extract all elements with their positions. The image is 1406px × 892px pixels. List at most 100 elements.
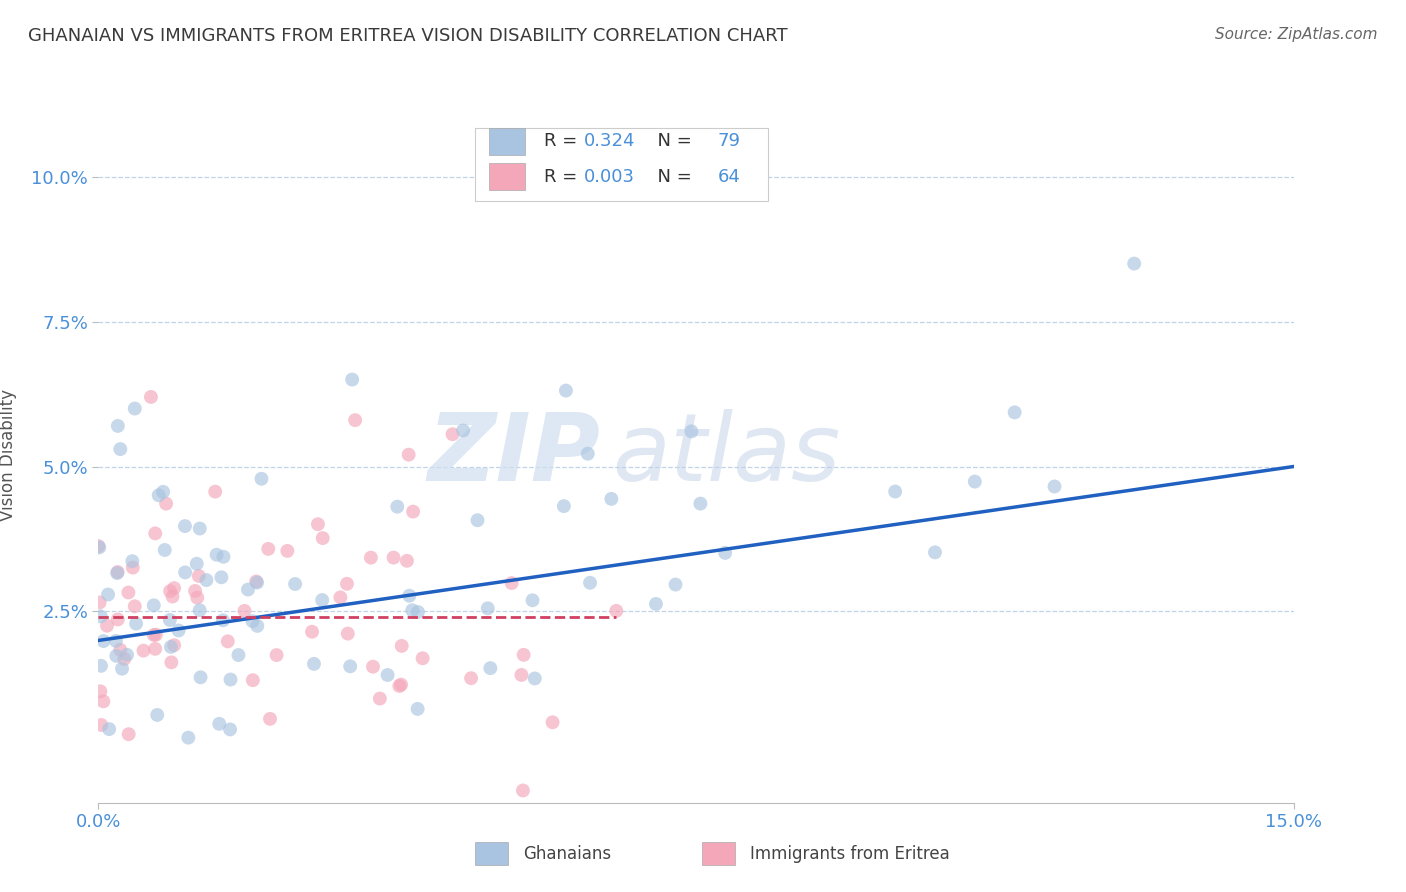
Point bbox=[246, 619, 269, 633]
Point bbox=[339, 659, 361, 673]
Point bbox=[188, 522, 211, 536]
Point bbox=[89, 684, 111, 698]
Point bbox=[186, 591, 208, 605]
Point bbox=[329, 591, 352, 605]
Point bbox=[184, 583, 207, 598]
FancyBboxPatch shape bbox=[489, 128, 524, 155]
Point bbox=[388, 679, 411, 693]
Point bbox=[159, 613, 181, 627]
Point bbox=[90, 658, 112, 673]
Point bbox=[174, 566, 197, 580]
Point bbox=[510, 668, 533, 682]
Text: R =: R = bbox=[544, 133, 583, 151]
Point bbox=[1043, 479, 1066, 493]
Point bbox=[522, 593, 544, 607]
Point bbox=[233, 604, 256, 618]
Point bbox=[377, 668, 399, 682]
Point bbox=[382, 550, 405, 565]
Point bbox=[204, 484, 226, 499]
Point bbox=[1123, 256, 1146, 270]
Point bbox=[152, 484, 174, 499]
Point bbox=[112, 652, 135, 666]
Point bbox=[142, 628, 165, 642]
Point bbox=[401, 603, 423, 617]
Point bbox=[402, 505, 425, 519]
Point bbox=[541, 715, 564, 730]
Point bbox=[284, 577, 307, 591]
Text: 79: 79 bbox=[717, 133, 741, 151]
Text: 0.324: 0.324 bbox=[583, 133, 636, 151]
Text: N =: N = bbox=[645, 168, 697, 186]
Point bbox=[97, 587, 120, 601]
Text: R =: R = bbox=[544, 168, 583, 186]
FancyBboxPatch shape bbox=[702, 842, 735, 865]
Point bbox=[257, 541, 280, 556]
Point bbox=[90, 609, 112, 624]
Point bbox=[160, 656, 183, 670]
Point bbox=[145, 628, 167, 642]
Point bbox=[336, 576, 359, 591]
Point bbox=[389, 678, 412, 692]
Point bbox=[174, 519, 197, 533]
Point bbox=[90, 718, 112, 732]
Point bbox=[96, 618, 118, 632]
Point bbox=[195, 573, 218, 587]
Point bbox=[681, 425, 703, 439]
Point bbox=[645, 597, 668, 611]
Point bbox=[884, 484, 907, 499]
Point bbox=[368, 691, 391, 706]
Point bbox=[245, 574, 267, 589]
Point bbox=[143, 526, 166, 541]
Point bbox=[187, 569, 209, 583]
Point bbox=[105, 566, 128, 580]
Point bbox=[87, 539, 110, 553]
Point bbox=[93, 694, 115, 708]
Point bbox=[212, 613, 235, 627]
FancyBboxPatch shape bbox=[475, 128, 768, 201]
Text: GHANAIAN VS IMMIGRANTS FROM ERITREA VISION DISABILITY CORRELATION CHART: GHANAIAN VS IMMIGRANTS FROM ERITREA VISI… bbox=[28, 27, 787, 45]
Point bbox=[266, 648, 288, 662]
Point bbox=[177, 731, 200, 745]
Point bbox=[451, 424, 474, 438]
Point bbox=[406, 605, 429, 619]
Point bbox=[501, 576, 523, 591]
Point bbox=[188, 603, 211, 617]
Point bbox=[477, 601, 499, 615]
Point bbox=[89, 595, 111, 609]
Point bbox=[142, 599, 165, 613]
Point bbox=[160, 640, 183, 654]
Point bbox=[121, 554, 143, 568]
Point bbox=[209, 570, 232, 584]
Point bbox=[159, 584, 181, 599]
Point bbox=[579, 575, 602, 590]
Point bbox=[98, 722, 121, 736]
Point bbox=[398, 448, 420, 462]
Point bbox=[963, 475, 986, 489]
Point bbox=[148, 488, 170, 502]
Text: Ghanaians: Ghanaians bbox=[523, 845, 610, 863]
Point bbox=[276, 544, 298, 558]
Point bbox=[219, 673, 242, 687]
Point bbox=[689, 497, 711, 511]
Point bbox=[361, 659, 384, 673]
Point bbox=[242, 673, 264, 688]
Point bbox=[391, 639, 413, 653]
Point bbox=[600, 491, 623, 506]
Point bbox=[132, 643, 155, 657]
Point bbox=[111, 662, 134, 676]
Point bbox=[360, 550, 382, 565]
Point bbox=[93, 634, 115, 648]
Point bbox=[217, 634, 239, 648]
Point bbox=[460, 671, 482, 685]
Point bbox=[110, 643, 132, 657]
Text: N =: N = bbox=[645, 133, 697, 151]
Point bbox=[479, 661, 502, 675]
Point bbox=[512, 648, 534, 662]
Text: 64: 64 bbox=[717, 168, 741, 186]
Point bbox=[242, 614, 264, 628]
Point bbox=[301, 624, 323, 639]
Point bbox=[104, 633, 127, 648]
Point bbox=[124, 599, 146, 614]
Point bbox=[576, 447, 599, 461]
Point bbox=[205, 548, 228, 562]
